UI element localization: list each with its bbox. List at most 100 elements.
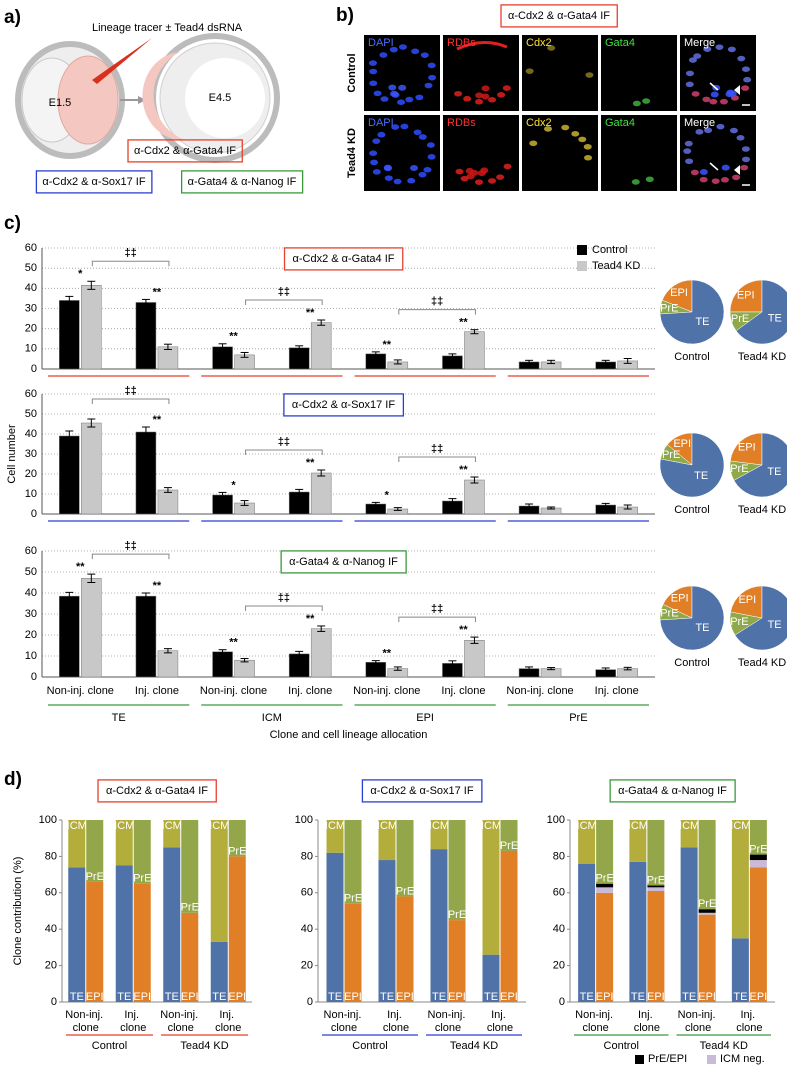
- error-bar: [470, 636, 479, 644]
- nucleus: [383, 165, 392, 172]
- stacked-segment: [596, 892, 614, 1002]
- x-tick-label: Non-inj. clone: [200, 685, 267, 697]
- slice-label: TE: [695, 622, 709, 634]
- error-bar: [470, 476, 479, 484]
- y-tick-label: 40: [25, 282, 37, 294]
- error-bar: [525, 666, 534, 671]
- embryo-schematic: [15, 33, 280, 163]
- stacked-segment: [68, 867, 86, 1002]
- label-box: [127, 139, 243, 163]
- segment-label: PrE: [344, 893, 362, 905]
- nucleus: [631, 179, 640, 185]
- stacked-segment: [448, 920, 466, 1002]
- error-bar: [87, 418, 96, 428]
- bar: [310, 322, 332, 370]
- nucleus: [691, 91, 700, 97]
- stage-label: E1.5: [49, 97, 72, 109]
- stacked-segment: [578, 820, 596, 864]
- nucleus: [695, 129, 704, 135]
- label-box: [180, 170, 304, 194]
- nucleus: [463, 95, 472, 102]
- nucleus: [369, 68, 378, 75]
- nucleus: [529, 140, 538, 147]
- y-axis-title: Clone contribution (%): [12, 857, 24, 966]
- segment-label: PrE: [181, 902, 199, 914]
- nucleus: [571, 131, 580, 137]
- nucleus: [427, 62, 436, 69]
- arrowhead: [734, 85, 740, 95]
- y-tick-label: 10: [25, 343, 37, 355]
- bar: [157, 489, 179, 515]
- pie-title: Control: [674, 351, 709, 363]
- nucleus: [380, 96, 389, 102]
- segment-label: ICM: [730, 820, 750, 832]
- nucleus: [426, 142, 435, 148]
- comparison-label: ‡‡: [125, 385, 137, 397]
- stacked-segment: [629, 861, 647, 1002]
- y-tick-label: 20: [301, 960, 313, 972]
- segment-label: EPI: [750, 991, 768, 1003]
- comparison-bracket: [91, 553, 170, 560]
- comparison-label: ‡‡: [125, 540, 137, 552]
- nucleus: [685, 81, 694, 88]
- row-label: Control: [346, 53, 358, 92]
- x-tick-label: Non-inj. clone: [353, 685, 420, 697]
- pie-slice: [659, 432, 725, 498]
- x-tick-label: Inj. clone: [215, 1009, 241, 1034]
- error-bar: [393, 666, 402, 671]
- cavity: [185, 58, 265, 138]
- nucleus: [704, 127, 713, 134]
- nucleus: [410, 165, 419, 172]
- stacked-segment: [133, 820, 151, 884]
- error-bar: [141, 592, 150, 600]
- nucleus: [475, 98, 484, 105]
- stacked-segment: [680, 820, 698, 848]
- panel-label: d): [4, 769, 22, 790]
- channel-label: Cdx2: [526, 37, 552, 49]
- error-bar: [295, 345, 304, 351]
- stacked-segment: [596, 883, 614, 888]
- y-tick-label: 40: [25, 428, 37, 440]
- significance: *: [78, 268, 83, 280]
- error-bar: [547, 506, 556, 510]
- y-tick-label: 10: [25, 488, 37, 500]
- y-tick-label: 60: [25, 388, 37, 400]
- slice-label: EPI: [673, 438, 691, 450]
- nucleus: [455, 168, 464, 175]
- stacked-segment: [163, 820, 181, 848]
- arrow: [709, 82, 719, 91]
- bar: [135, 595, 157, 678]
- stacked-segment: [647, 890, 665, 1002]
- stacked-segment: [378, 860, 396, 1002]
- nucleus: [693, 53, 702, 59]
- segment-label: EPI: [344, 991, 362, 1003]
- y-tick-label: 20: [45, 960, 57, 972]
- error-bar: [218, 649, 227, 655]
- bar: [81, 578, 102, 678]
- x-tick-label: Inj. clone: [135, 685, 179, 697]
- panel-title: α-Cdx2 & α-Gata4 IF: [508, 10, 610, 22]
- group-label: TE: [112, 712, 126, 724]
- error-bar: [65, 591, 74, 601]
- nucleus: [721, 164, 730, 171]
- stacked-segment: [210, 941, 228, 1002]
- significance: **: [459, 317, 468, 329]
- stacked-segment: [430, 849, 448, 1002]
- y-tick-label: 100: [39, 814, 57, 826]
- stacked-segment: [500, 850, 518, 1002]
- error-bar: [317, 319, 326, 326]
- segment-label: TE: [580, 991, 594, 1003]
- error-bar: [371, 501, 380, 507]
- segment-label: ICM: [481, 820, 501, 832]
- error-bar: [317, 625, 326, 632]
- nucleus: [368, 60, 377, 66]
- bar: [288, 347, 310, 370]
- nucleus: [481, 93, 490, 100]
- nucleus: [741, 66, 750, 72]
- nucleus: [741, 146, 750, 152]
- nucleus: [465, 167, 474, 174]
- nucleus: [547, 45, 556, 51]
- significance: **: [459, 464, 468, 476]
- significance: **: [306, 457, 315, 469]
- stacked-segment: [698, 909, 716, 913]
